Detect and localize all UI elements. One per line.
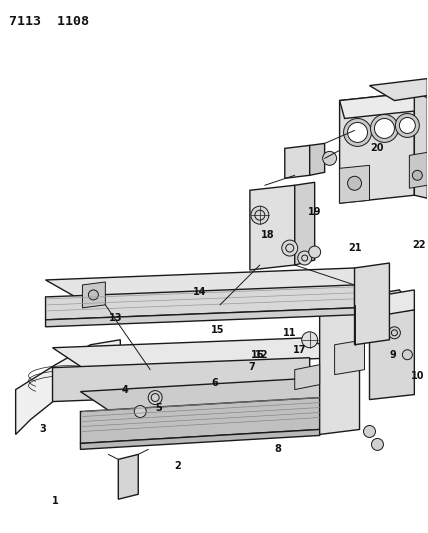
- Polygon shape: [339, 93, 414, 203]
- Circle shape: [348, 123, 368, 142]
- Text: 8: 8: [274, 445, 281, 455]
- Text: 14: 14: [193, 287, 207, 297]
- Circle shape: [372, 439, 383, 450]
- Circle shape: [389, 327, 400, 339]
- Polygon shape: [339, 165, 369, 203]
- Polygon shape: [295, 365, 320, 390]
- Text: 19: 19: [308, 207, 321, 217]
- Circle shape: [363, 425, 375, 438]
- Polygon shape: [369, 310, 414, 400]
- Text: 21: 21: [348, 243, 361, 253]
- Circle shape: [402, 350, 412, 360]
- Circle shape: [412, 171, 422, 180]
- Circle shape: [148, 391, 162, 405]
- Text: 5: 5: [155, 402, 161, 413]
- Circle shape: [371, 115, 398, 142]
- Text: 15: 15: [211, 325, 225, 335]
- Polygon shape: [53, 358, 310, 401]
- Text: 2: 2: [175, 462, 181, 471]
- Polygon shape: [250, 185, 295, 270]
- Circle shape: [344, 118, 372, 147]
- Text: 16: 16: [251, 350, 265, 360]
- Text: 11: 11: [283, 328, 297, 338]
- Polygon shape: [320, 290, 360, 434]
- Polygon shape: [285, 146, 310, 178]
- Polygon shape: [80, 378, 360, 411]
- Text: 17: 17: [293, 345, 306, 355]
- Polygon shape: [310, 143, 325, 175]
- Text: 9: 9: [389, 350, 396, 360]
- Polygon shape: [335, 340, 365, 375]
- Polygon shape: [369, 290, 414, 315]
- Circle shape: [302, 332, 318, 348]
- Polygon shape: [80, 398, 320, 443]
- Polygon shape: [45, 308, 354, 327]
- Circle shape: [348, 176, 362, 190]
- Circle shape: [399, 117, 415, 133]
- Text: 13: 13: [109, 313, 122, 323]
- Text: 6: 6: [211, 377, 218, 387]
- Circle shape: [134, 406, 146, 417]
- Text: 10: 10: [410, 370, 424, 381]
- Polygon shape: [339, 93, 419, 118]
- Circle shape: [251, 206, 269, 224]
- Circle shape: [395, 114, 419, 138]
- Polygon shape: [354, 263, 389, 345]
- Polygon shape: [80, 430, 320, 449]
- Text: 1: 1: [52, 496, 59, 506]
- Polygon shape: [384, 290, 414, 315]
- Circle shape: [309, 246, 321, 258]
- Text: 22: 22: [413, 240, 426, 250]
- Polygon shape: [414, 93, 427, 198]
- Polygon shape: [409, 152, 427, 188]
- Circle shape: [89, 290, 98, 300]
- Circle shape: [298, 251, 312, 265]
- Text: 3: 3: [39, 424, 46, 434]
- Polygon shape: [45, 268, 384, 297]
- Polygon shape: [118, 455, 138, 499]
- Text: 12: 12: [255, 350, 269, 360]
- Text: 7: 7: [249, 362, 255, 372]
- Polygon shape: [369, 78, 427, 101]
- Circle shape: [374, 118, 395, 139]
- Circle shape: [323, 151, 336, 165]
- Text: 20: 20: [371, 143, 384, 154]
- Polygon shape: [45, 285, 354, 320]
- Text: 4: 4: [122, 385, 129, 394]
- Polygon shape: [83, 282, 105, 308]
- Text: 7113  1108: 7113 1108: [9, 15, 89, 28]
- Polygon shape: [16, 340, 120, 434]
- Polygon shape: [53, 338, 339, 368]
- Text: 18: 18: [261, 230, 275, 240]
- Circle shape: [282, 240, 298, 256]
- Polygon shape: [295, 182, 315, 265]
